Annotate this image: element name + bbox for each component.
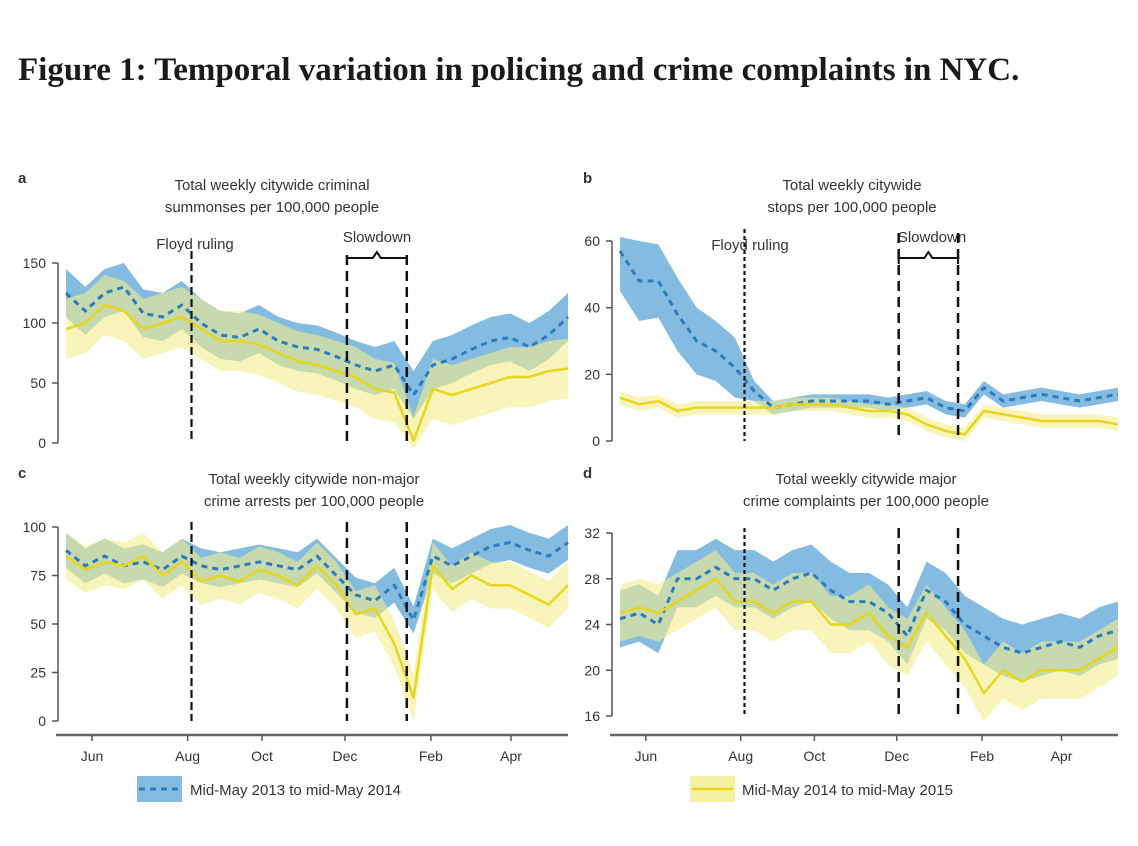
legend: Mid-May 2013 to mid-May 2014 Mid-May 2014… (137, 776, 953, 802)
floyd-ruling-label: Floyd ruling (711, 237, 789, 254)
panel-title-line: summonses per 100,000 people (165, 199, 379, 216)
slowdown-brace (345, 250, 408, 264)
line-2014 (65, 554, 569, 699)
x-tick-label: Oct (804, 748, 826, 764)
x-tick-label: Apr (500, 748, 522, 764)
panel-a: a Total weekly citywide criminal summonses… (18, 170, 570, 451)
y-tick-label: 50 (30, 375, 46, 391)
x-tick-label: Dec (333, 748, 358, 764)
panel-b: b Total weekly citywide stops per 100,000 … (583, 170, 1119, 449)
panel-d: d Total weekly citywide major crime compla… (583, 465, 1119, 764)
panel-letter: b (583, 170, 592, 187)
panel-title-line: stops per 100,000 people (767, 199, 936, 216)
panel-title-line: Total weekly citywide criminal (174, 177, 369, 194)
panel-title-line: Total weekly citywide non-major (209, 471, 420, 488)
line-2014 (619, 577, 1119, 695)
y-tick-label: 75 (30, 568, 46, 584)
line-2013 (64, 285, 570, 397)
y-tick-label: 32 (584, 525, 600, 541)
legend-label-2013: Mid-May 2013 to mid-May 2014 (190, 782, 401, 799)
panel-title-line: crime arrests per 100,000 people (204, 493, 424, 510)
x-tick-label: Apr (1051, 748, 1073, 764)
band-2014 (66, 275, 568, 449)
y-tick-label: 100 (23, 315, 47, 331)
line-2014 (619, 396, 1119, 436)
panel-title-line: Total weekly citywide (782, 177, 921, 194)
x-tick-label: Jun (81, 748, 104, 764)
slowdown-label: Slowdown (898, 229, 966, 246)
floyd-ruling-label: Floyd ruling (156, 236, 234, 253)
band-2014 (620, 391, 1118, 441)
x-tick-label: Dec (884, 748, 909, 764)
y-tick-label: 60 (584, 233, 600, 249)
band-2014 (66, 532, 568, 721)
y-tick-label: 20 (584, 366, 600, 382)
legend-label-2014: Mid-May 2014 to mid-May 2015 (742, 782, 953, 799)
panel-title-line: Total weekly citywide major (776, 471, 957, 488)
y-tick-label: 25 (30, 665, 46, 681)
panel-letter: d (583, 465, 592, 482)
panel-letter: c (18, 465, 26, 482)
x-tick-label: Aug (175, 748, 200, 764)
line-2013 (618, 250, 1119, 413)
y-tick-label: 0 (38, 713, 46, 729)
y-tick-label: 0 (592, 433, 600, 449)
x-tick-label: Feb (970, 748, 994, 764)
x-tick-label: Aug (728, 748, 753, 764)
panel-letter: a (18, 170, 27, 187)
slowdown-label: Slowdown (343, 229, 411, 246)
x-tick-label: Feb (419, 748, 443, 764)
panel-c: c Total weekly citywide non-major crime ar… (18, 465, 569, 764)
line-2013 (65, 541, 569, 622)
y-tick-label: 40 (584, 300, 600, 316)
y-tick-label: 0 (38, 435, 46, 451)
y-tick-label: 50 (30, 616, 46, 632)
panel-title-line: crime complaints per 100,000 people (743, 493, 989, 510)
band-2013 (620, 237, 1118, 418)
y-tick-label: 28 (584, 571, 600, 587)
y-tick-label: 150 (23, 255, 47, 271)
slowdown-brace (897, 250, 960, 264)
y-tick-label: 16 (584, 708, 600, 724)
y-tick-label: 100 (23, 519, 47, 535)
y-tick-label: 24 (584, 617, 600, 633)
x-tick-label: Jun (635, 748, 658, 764)
figure-title: Figure 1: Temporal variation in policing… (18, 52, 1020, 88)
x-tick-label: Oct (251, 748, 273, 764)
y-tick-label: 20 (584, 662, 600, 678)
line-2014 (65, 303, 569, 442)
